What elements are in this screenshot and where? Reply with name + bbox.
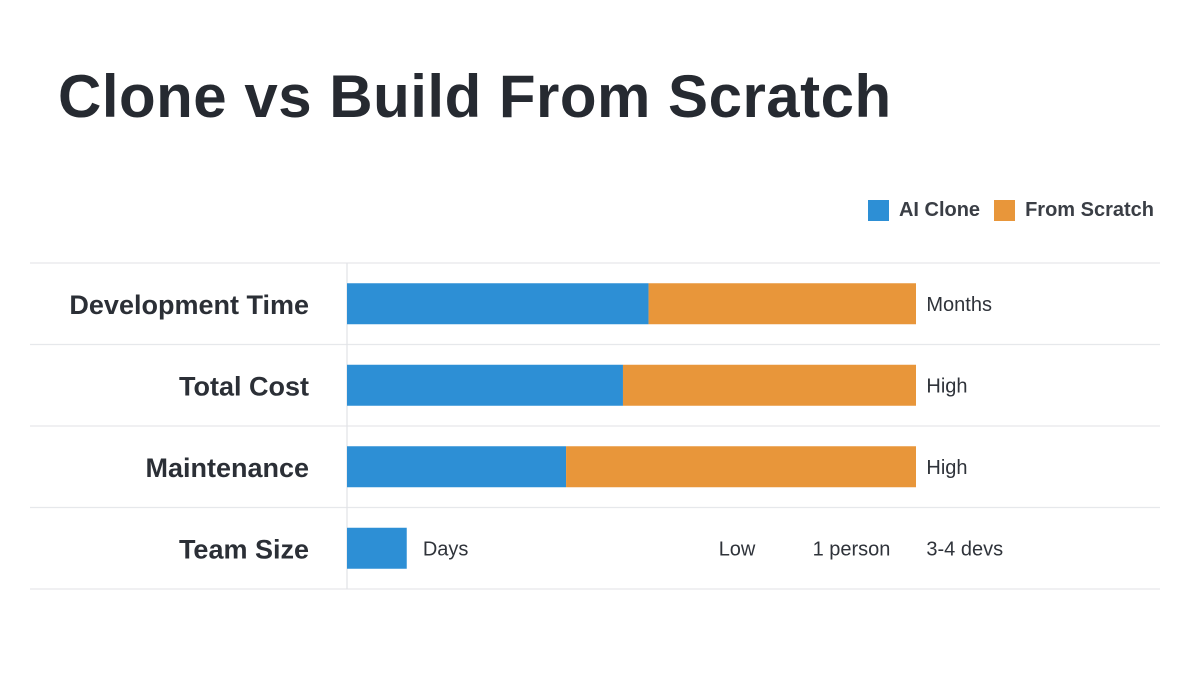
legend-swatch-from-scratch [994,200,1016,221]
bar-ai-clone-maintenance [347,446,567,488]
legend-label-from-scratch: From Scratch [1025,199,1154,221]
legend: AI Clone From Scratch [854,199,1154,222]
annotation-3-4-devs: 3-4 devs [926,538,1003,560]
bar-ai-clone-development-time [347,283,649,325]
legend-item-from-scratch: From Scratch [994,199,1154,222]
category-label-team-size: Team Size [179,534,309,564]
bar-ai-clone-total-cost [347,364,623,406]
annotation-high: High [926,375,967,397]
annotation-months: Months [926,294,992,316]
legend-swatch-ai-clone [867,200,889,221]
annotation-1-person: 1 person [813,538,891,560]
category-label-maintenance: Maintenance [145,453,309,483]
legend-label-ai-clone: AI Clone [898,199,981,221]
legend-item-ai-clone: AI Clone [867,199,981,222]
category-label-development-time: Development Time [69,290,309,320]
bar-from-scratch-total-cost [622,364,916,406]
annotation-high: High [926,457,967,479]
annotation-days: Days [423,538,469,560]
annotation-low: Low [719,538,756,560]
chart-title: Clone vs Build From Scratch [58,63,892,130]
bar-ai-clone-team-size [347,527,407,569]
category-label-total-cost: Total Cost [179,371,309,401]
bar-from-scratch-development-time [648,283,916,325]
bar-from-scratch-maintenance [566,446,916,488]
